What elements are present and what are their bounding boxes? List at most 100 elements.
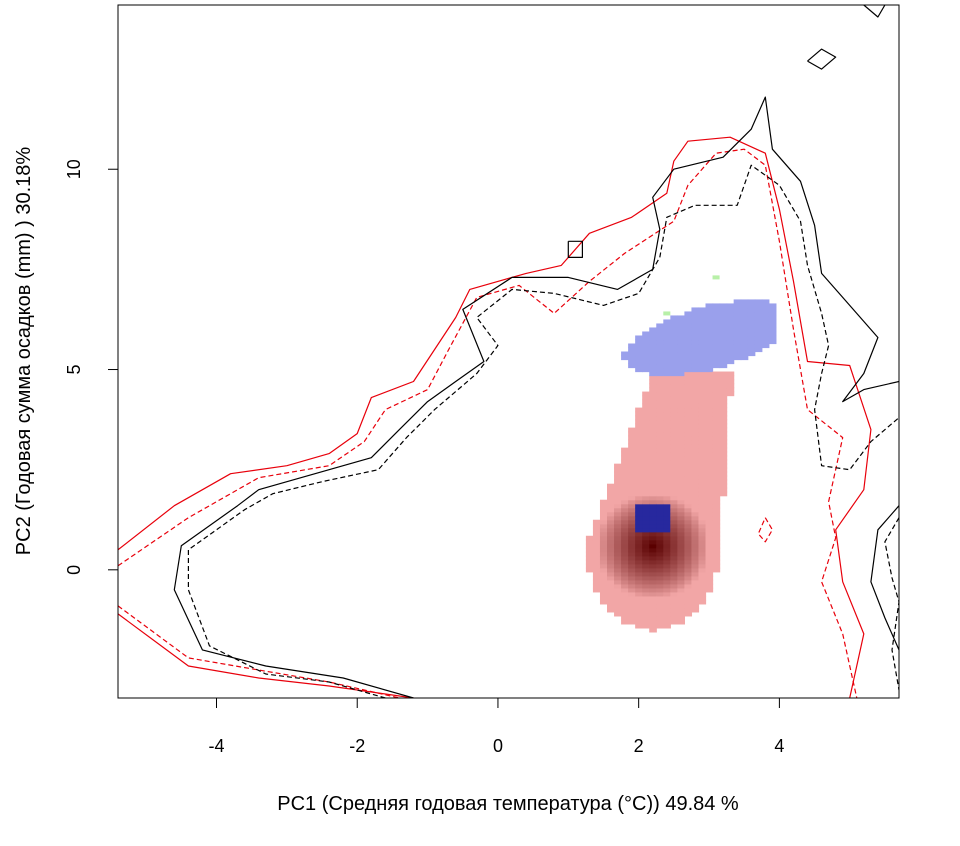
density-cell-red	[649, 615, 657, 621]
density-cell-red	[642, 547, 650, 553]
density-cell-red	[656, 539, 664, 545]
density-cell-red	[684, 511, 693, 517]
density-cell-red	[677, 435, 686, 441]
density-cell-red	[712, 503, 721, 509]
density-cell-blue	[726, 331, 735, 337]
density-cell-blue	[747, 311, 756, 317]
density-cell-red	[656, 563, 664, 569]
density-cell-blue	[663, 367, 671, 373]
density-cell-red	[635, 543, 643, 549]
contour-black-solid-6	[567, 240, 584, 258]
density-cell-red	[614, 519, 622, 525]
density-cell-red	[599, 595, 608, 601]
density-cell-red	[726, 375, 735, 381]
density-cell-red	[670, 487, 678, 493]
density-cell-red	[663, 443, 671, 449]
density-cell-red	[635, 463, 643, 469]
density-cell-red	[621, 487, 629, 493]
density-cell-red	[684, 375, 693, 381]
density-cell-red	[663, 455, 671, 461]
density-cell-blue	[733, 311, 742, 317]
density-cell-red	[677, 579, 686, 585]
density-cell-blue	[691, 351, 700, 357]
density-cell-red	[677, 439, 686, 445]
density-cell-red	[656, 499, 664, 505]
density-cell-red	[684, 519, 693, 525]
density-cell-blue	[691, 331, 700, 337]
density-cell-red	[642, 567, 650, 573]
density-cell-red	[691, 543, 700, 549]
density-cell-red	[684, 403, 693, 409]
density-cell-red	[635, 563, 643, 569]
density-cell-red	[642, 467, 650, 473]
density-cell-blue	[635, 511, 643, 517]
density-cell-red	[698, 523, 707, 529]
density-cell-red	[698, 443, 707, 449]
density-cell-red	[705, 471, 714, 477]
density-cell-red	[691, 399, 700, 405]
density-cell-red	[599, 539, 608, 545]
density-cell-blue	[726, 327, 735, 333]
density-cell-red	[607, 495, 615, 501]
density-cell-red	[642, 599, 650, 605]
density-cell-blue	[705, 327, 714, 333]
density-cell-red	[656, 403, 664, 409]
density-cell-red	[635, 555, 643, 561]
density-cell-red	[642, 455, 650, 461]
density-cell-red	[705, 423, 714, 429]
density-cell-red	[677, 567, 686, 573]
density-cell-red	[621, 459, 629, 465]
density-cell-blue	[649, 523, 657, 529]
density-cell-red	[628, 471, 636, 477]
density-cell-red	[614, 467, 622, 473]
density-cell-red	[691, 423, 700, 429]
density-cell-red	[663, 535, 671, 541]
density-cell-blue	[698, 323, 707, 329]
density-cell-blue	[691, 359, 700, 365]
density-cell-blue	[663, 371, 671, 377]
density-cell-red	[691, 439, 700, 445]
density-cell-blue	[740, 343, 749, 349]
density-cell-red	[705, 427, 714, 433]
density-cell-blue	[712, 331, 721, 337]
density-cell-red	[621, 551, 629, 557]
density-cell-red	[607, 571, 615, 577]
density-cell-red	[677, 463, 686, 469]
density-cell-red	[614, 515, 622, 521]
density-cell-red	[656, 611, 664, 617]
density-cell-red	[670, 383, 678, 389]
density-cell-red	[691, 415, 700, 421]
density-cell-red	[649, 567, 657, 573]
density-cell-blue	[719, 327, 728, 333]
density-cell-red	[684, 515, 693, 521]
density-cell-red	[592, 543, 601, 549]
density-cell-red	[719, 423, 728, 429]
density-cell-red	[621, 463, 629, 469]
density-cell-red	[649, 627, 657, 633]
density-cell-red	[614, 551, 622, 557]
density-cell-red	[663, 435, 671, 441]
density-cell-blue	[642, 335, 650, 341]
density-cell-red	[649, 375, 657, 381]
density-cell-red	[684, 431, 693, 437]
density-cell-red	[712, 475, 721, 481]
density-cell-red	[656, 547, 664, 553]
density-cell-blue	[719, 335, 728, 341]
density-cell-red	[635, 535, 643, 541]
density-cell-red	[628, 599, 636, 605]
density-cell-red	[712, 471, 721, 477]
density-cell-red	[670, 443, 678, 449]
density-cell-red	[614, 543, 622, 549]
density-cell-blue	[670, 327, 678, 333]
density-cell-red	[670, 459, 678, 465]
density-cell-red	[642, 583, 650, 589]
density-cell-blue	[747, 351, 756, 357]
density-cell-red	[642, 435, 650, 441]
density-cell-blue	[649, 335, 657, 341]
density-cell-red	[614, 503, 622, 509]
density-cell-blue	[628, 347, 636, 353]
density-cell-red	[663, 483, 671, 489]
density-cell-red	[621, 575, 629, 581]
density-cell-red	[628, 527, 636, 533]
density-cell-red	[698, 539, 707, 545]
